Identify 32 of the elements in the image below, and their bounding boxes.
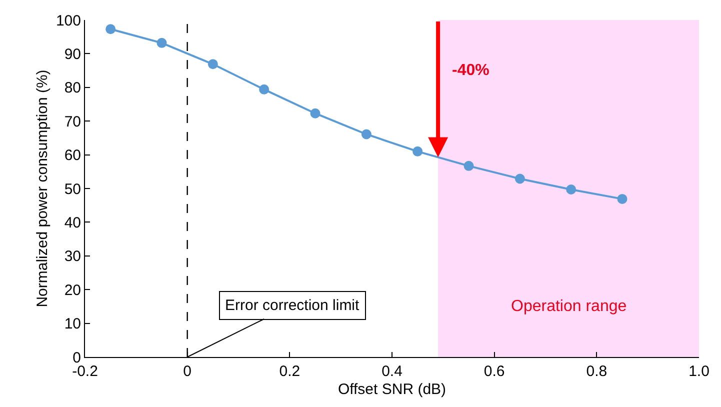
- band-label: Operation range: [511, 298, 627, 315]
- x-tick-label: 1.0: [688, 363, 710, 380]
- point: [464, 160, 474, 171]
- x-axis-title: Offset SNR (dB): [338, 381, 446, 398]
- y-tick-label: 10: [64, 316, 81, 333]
- y-tick-label: 40: [64, 214, 81, 232]
- annotation: -40%: [452, 62, 490, 79]
- y-tick-label: 50: [64, 180, 81, 198]
- point: [259, 84, 270, 94]
- y-tick-label: 20: [64, 282, 81, 299]
- y-tick-label: 60: [64, 147, 81, 164]
- point: [310, 108, 320, 118]
- y-tick-label: 90: [64, 46, 81, 63]
- point: [617, 194, 628, 204]
- y-tick-label: 30: [64, 248, 81, 266]
- y-axis-title: Normalized power consumption (%): [34, 70, 52, 308]
- x-tick-label: 0.6: [484, 363, 505, 380]
- y-tick-label: 100: [56, 12, 81, 30]
- point: [106, 24, 116, 34]
- point: [412, 146, 423, 156]
- x-tick-label: 0.8: [586, 363, 608, 380]
- x-tick-label: 0.4: [382, 363, 402, 380]
- annotation: Error correction limit: [225, 297, 360, 314]
- y-tick-label: 80: [64, 80, 81, 97]
- y-tick-label: 70: [64, 113, 81, 130]
- x-tick-label: 0.2: [279, 363, 300, 380]
- point: [361, 129, 372, 140]
- point: [208, 59, 218, 70]
- point: [156, 38, 167, 48]
- point: [514, 174, 525, 184]
- point: [566, 184, 576, 195]
- x-tick-label: 0: [183, 363, 192, 380]
